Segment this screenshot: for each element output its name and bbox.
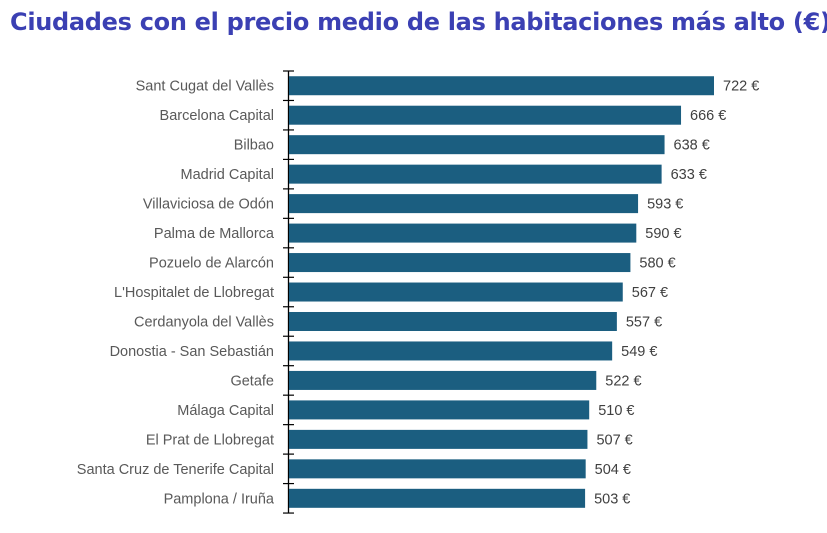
category-label: Sant Cugat del Vallès	[136, 79, 274, 95]
data-label: 633 €	[671, 167, 707, 183]
category-label: El Prat de Llobregat	[146, 432, 274, 448]
data-label: 567 €	[632, 285, 668, 301]
bar	[289, 311, 617, 331]
data-label: 557 €	[626, 314, 662, 330]
bar	[289, 400, 590, 420]
bar	[289, 488, 586, 508]
category-label: Getafe	[230, 373, 274, 389]
chart-title: Ciudades con el precio medio de las habi…	[10, 8, 827, 36]
data-label: 722 €	[723, 79, 759, 95]
category-label: Cerdanyola del Vallès	[134, 314, 274, 330]
category-label: Madrid Capital	[181, 167, 275, 183]
bar	[289, 194, 639, 214]
category-label: Villaviciosa de Odón	[143, 197, 274, 213]
data-label: 593 €	[647, 197, 683, 213]
bar	[289, 223, 637, 243]
category-label: Pozuelo de Alarcón	[149, 256, 274, 272]
bar	[289, 429, 588, 449]
data-label: 522 €	[605, 373, 641, 389]
bar	[289, 341, 613, 361]
bar	[289, 135, 665, 155]
bar	[289, 253, 631, 273]
category-label: Bilbao	[234, 138, 274, 154]
category-label: Santa Cruz de Tenerife Capital	[77, 462, 274, 478]
data-label: 507 €	[596, 432, 632, 448]
category-label: Málaga Capital	[177, 403, 274, 419]
category-label: Barcelona Capital	[160, 108, 274, 124]
data-label: 666 €	[690, 108, 726, 124]
bar	[289, 105, 682, 125]
data-label: 510 €	[598, 403, 634, 419]
category-label: L'Hospitalet de Llobregat	[114, 285, 274, 301]
bar	[289, 370, 597, 390]
data-label: 504 €	[595, 462, 631, 478]
data-label: 503 €	[594, 491, 630, 507]
bar	[289, 164, 662, 184]
category-label: Donostia - San Sebastián	[110, 344, 274, 360]
category-label: Pamplona / Iruña	[164, 491, 275, 507]
data-label: 580 €	[639, 256, 675, 272]
bar	[289, 76, 714, 96]
bar	[289, 282, 623, 302]
category-label: Palma de Mallorca	[154, 226, 275, 242]
data-label: 638 €	[674, 138, 710, 154]
data-label: 590 €	[645, 226, 681, 242]
bar	[289, 459, 586, 479]
data-label: 549 €	[621, 344, 657, 360]
